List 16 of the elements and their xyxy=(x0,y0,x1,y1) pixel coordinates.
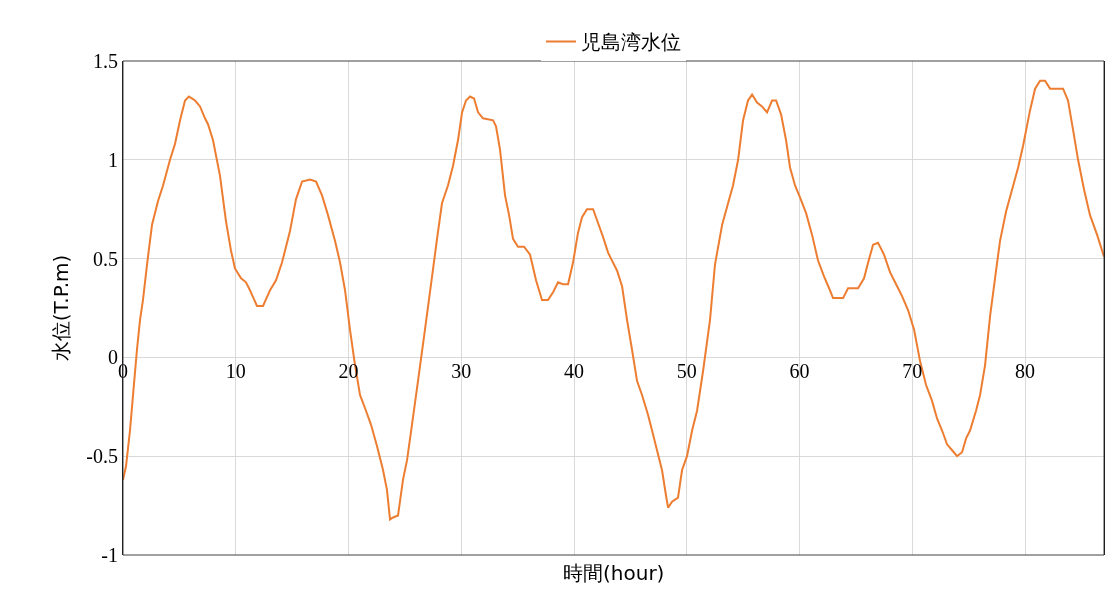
x-tick-label: 30 xyxy=(451,360,472,383)
x-tick-label: 80 xyxy=(1015,360,1036,383)
x-tick-label: 60 xyxy=(789,360,810,383)
x-tick-label: 70 xyxy=(902,360,923,383)
y-tick-label: 0 xyxy=(108,346,118,369)
y-tick-label: -1 xyxy=(101,544,118,566)
x-tick-label: 50 xyxy=(676,360,697,383)
x-axis-title: 時間(hour) xyxy=(563,561,665,585)
y-tick-label: -0.5 xyxy=(86,445,118,468)
y-tick-label: 0.5 xyxy=(93,247,118,270)
y-tick-label: 1 xyxy=(108,148,118,171)
y-axis-title: 水位(T.P.m) xyxy=(48,254,73,362)
legend-label: 児島湾水位 xyxy=(581,30,681,55)
y-tick-label: 1.5 xyxy=(93,50,118,72)
x-tick-label: 40 xyxy=(564,360,585,383)
x-tick-label: 10 xyxy=(225,360,246,383)
